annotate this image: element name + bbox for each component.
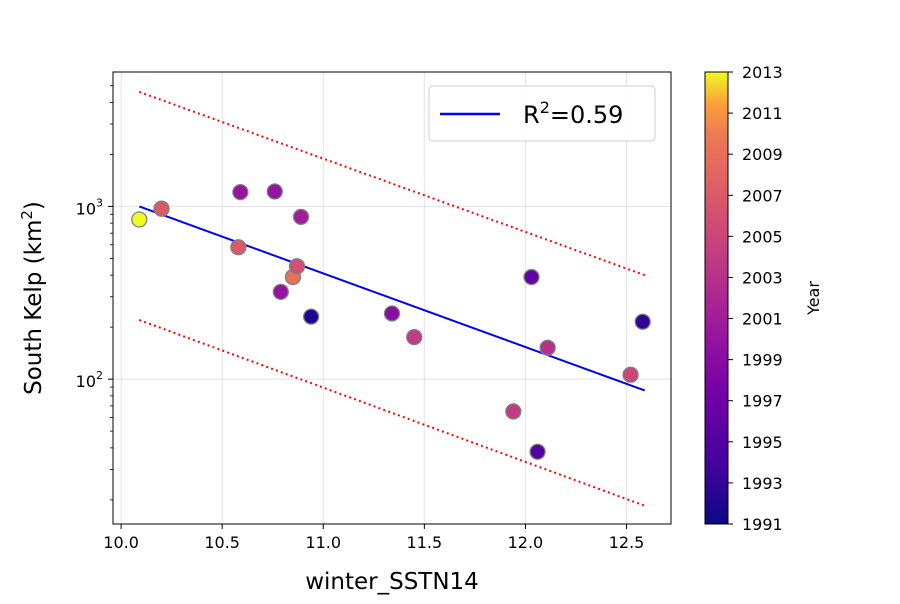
legend-box bbox=[428, 85, 656, 142]
x-tick-label: 12.5 bbox=[609, 533, 645, 552]
plot-area-frame bbox=[112, 71, 672, 525]
data-point bbox=[634, 313, 651, 330]
legend-label: R2=0.59 bbox=[523, 98, 623, 129]
colorbar: 1991 1993 1995 1997 1999 2001 2003 2005 2007 2009… bbox=[704, 63, 823, 534]
fit-and-bounds bbox=[138, 90, 646, 507]
x-tick-label: 11.0 bbox=[305, 533, 341, 552]
colorbar-tick-label: 2003 bbox=[742, 268, 783, 287]
grid-lines bbox=[113, 72, 671, 524]
data-point bbox=[523, 268, 540, 286]
data-point bbox=[505, 403, 522, 420]
lower-bound-line bbox=[138, 319, 646, 507]
x-tick-label: 11.5 bbox=[407, 533, 443, 552]
y-tick-label: 102 bbox=[76, 369, 103, 391]
x-tick-label: 10.5 bbox=[204, 533, 240, 552]
data-points bbox=[131, 183, 651, 460]
data-point bbox=[153, 200, 170, 217]
legend: R2=0.59 bbox=[428, 85, 656, 142]
data-point bbox=[288, 258, 306, 275]
x-tick-label: 12.0 bbox=[508, 533, 544, 552]
data-point bbox=[131, 211, 148, 228]
data-point bbox=[232, 183, 249, 201]
data-point bbox=[272, 283, 289, 301]
data-point bbox=[292, 208, 310, 226]
colorbar-ticks: 1991 1993 1995 1997 1999 2001 2003 2005 2007 2009… bbox=[728, 63, 783, 534]
y-axis-ticks: 102 103 bbox=[76, 85, 113, 501]
data-point bbox=[383, 305, 401, 322]
colorbar-gradient bbox=[704, 71, 729, 525]
colorbar-tick-label: 2007 bbox=[742, 186, 783, 205]
data-point bbox=[622, 366, 639, 383]
colorbar-tick-label: 1999 bbox=[742, 351, 783, 370]
data-point bbox=[529, 443, 546, 460]
colorbar-tick-label: 2001 bbox=[742, 310, 783, 329]
colorbar-tick-label: 2005 bbox=[742, 227, 783, 246]
upper-bound-line bbox=[138, 90, 646, 277]
regression-line bbox=[138, 205, 646, 392]
colorbar-tick-label: 2013 bbox=[742, 63, 783, 82]
colorbar-label: Year bbox=[804, 281, 823, 316]
data-point bbox=[539, 339, 556, 356]
colorbar-tick-label: 1997 bbox=[742, 392, 783, 411]
x-axis-ticks: 10.0 10.5 11.0 11.5 12.0 12.5 bbox=[103, 524, 644, 552]
x-axis-label: winter_SSTN14 bbox=[305, 569, 479, 595]
data-point bbox=[230, 239, 247, 256]
data-point bbox=[266, 183, 283, 200]
y-tick-label: 103 bbox=[76, 196, 103, 218]
y-axis-label: South Kelp (km2) bbox=[18, 201, 47, 395]
colorbar-tick-label: 1993 bbox=[742, 474, 783, 493]
data-point bbox=[302, 308, 320, 325]
data-point bbox=[406, 329, 423, 346]
x-tick-label: 10.0 bbox=[103, 533, 139, 552]
colorbar-tick-label: 2011 bbox=[742, 104, 783, 123]
colorbar-tick-label: 1995 bbox=[742, 433, 783, 452]
colorbar-tick-label: 1991 bbox=[742, 515, 783, 534]
colorbar-tick-label: 2009 bbox=[742, 145, 783, 164]
